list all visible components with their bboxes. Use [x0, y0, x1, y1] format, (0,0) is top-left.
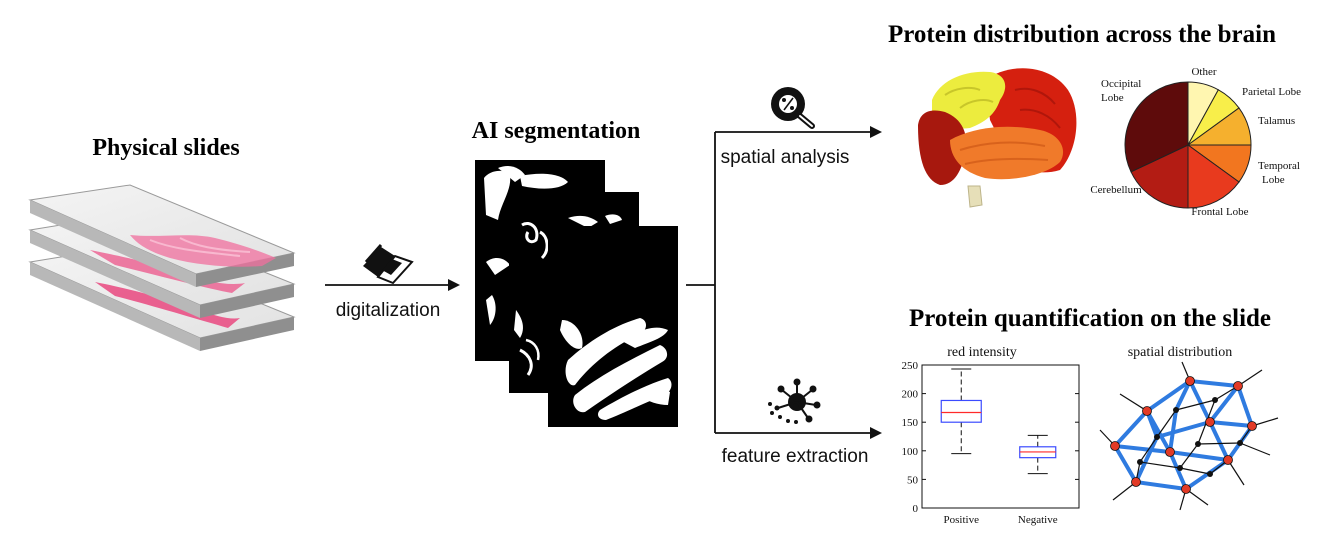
pie-label-temporal-line1: Temporal [1258, 160, 1300, 172]
network-node [1181, 484, 1191, 494]
network-edge [1113, 444, 1138, 484]
scanner-icon [363, 244, 414, 285]
boxplot-title: red intensity [947, 345, 1017, 360]
pie-label-other: Other [1191, 66, 1216, 78]
network-node-icon [768, 378, 821, 424]
pie-slice-cerebellum [1130, 144, 1189, 209]
network-junction [1195, 441, 1201, 447]
pie-label-occipital-line1: Occipital [1101, 78, 1141, 90]
y-tick-label: 50 [907, 474, 919, 486]
pie-label-occipital-line2: Lobe [1101, 92, 1124, 104]
network-node [1165, 447, 1175, 457]
network-edge [1236, 384, 1254, 428]
network-edge [1145, 379, 1192, 413]
network-node [1185, 376, 1195, 386]
glass-slide [28, 184, 296, 287]
network-link [1197, 442, 1241, 445]
y-tick-label: 0 [913, 503, 919, 515]
network-node [1142, 406, 1152, 416]
pie-slice-occipital-lobe [1124, 81, 1189, 173]
network-edge [1145, 409, 1172, 454]
branch-connector [686, 132, 716, 433]
network-edge [1134, 480, 1188, 491]
box-plot: 0 50 100 150 200 250 Positive Negative [902, 360, 1080, 526]
network-node [1223, 455, 1233, 465]
network-link [1179, 443, 1199, 469]
y-tick-label: 200 [902, 389, 919, 401]
spatial-distribution-network [1099, 361, 1279, 511]
x-tick-label: Negative [1018, 514, 1058, 526]
pie-label-parietal: Parietal Lobe [1242, 86, 1301, 98]
network-node [1247, 421, 1257, 431]
slide-quantification-title: Protein quantification on the slide [909, 305, 1271, 332]
network-link [1175, 399, 1216, 411]
box-negative [1019, 434, 1057, 475]
network-link [1239, 442, 1271, 456]
network-junction [1154, 434, 1160, 440]
pie-label-occipital: Occipital Lobe [1101, 78, 1144, 104]
network-edge [1188, 379, 1212, 424]
magnifier-percent-icon [771, 87, 815, 129]
network-junction [1173, 407, 1179, 413]
pie-label-cerebellum: Cerebellum [1090, 184, 1142, 196]
feature-extraction-label: feature extraction [722, 446, 869, 467]
network-junction [1212, 397, 1218, 403]
pie-label-frontal: Frontal Lobe [1191, 206, 1248, 218]
segmentation-masks [475, 160, 678, 427]
brain-distribution-title: Protein distribution across the brain [888, 21, 1276, 48]
network-edge [1174, 379, 1192, 412]
network-node [1233, 381, 1243, 391]
pie-label-talamus: Talamus [1258, 115, 1295, 127]
physical-slides-title: Physical slides [92, 135, 239, 161]
network-edge [1208, 420, 1254, 428]
digitalization-label: digitalization [336, 300, 441, 321]
network-edge [1168, 450, 1188, 491]
network-edge [1113, 444, 1172, 454]
pie-labels: Other Parietal Lobe Talamus Temporal Lob… [1090, 66, 1303, 218]
network-edge [1188, 379, 1240, 388]
box-positive [940, 368, 982, 455]
box-iqr [940, 399, 982, 423]
ai-segmentation-title: AI segmentation [472, 118, 641, 144]
spatial-analysis-label: spatial analysis [721, 147, 850, 168]
network-node [1205, 417, 1215, 427]
network-link [1139, 436, 1158, 463]
network-link [1139, 461, 1181, 469]
network-junction [1177, 465, 1183, 471]
network-node [1131, 477, 1141, 487]
network-edge [1155, 420, 1212, 439]
network-link [1179, 467, 1211, 475]
network-edge [1134, 435, 1159, 484]
physical-slides-illustration [28, 184, 296, 351]
x-tick-label: Positive [944, 514, 980, 526]
network-link [1119, 393, 1148, 412]
network-junction [1137, 459, 1143, 465]
pie-label-temporal: Temporal Lobe [1258, 160, 1303, 186]
network-title: spatial distribution [1128, 345, 1233, 360]
network-node [1110, 441, 1120, 451]
box-plot-frame [921, 364, 1080, 509]
network-edge [1208, 420, 1230, 462]
pie-slice-frontal-lobe [1187, 144, 1240, 209]
brain-illustration [918, 68, 1077, 208]
pie-label-temporal-line2: Lobe [1262, 174, 1285, 186]
network-link [1227, 459, 1245, 486]
network-edge [1113, 409, 1149, 448]
network-junction [1207, 471, 1213, 477]
y-tick-label: 100 [902, 446, 919, 458]
y-tick-label: 250 [902, 360, 919, 372]
y-tick-label: 150 [902, 417, 919, 429]
network-edge [1208, 384, 1240, 424]
network-junction [1237, 440, 1243, 446]
brain-pie-chart [1124, 81, 1252, 209]
network-edge [1168, 450, 1230, 462]
network-link [1156, 409, 1177, 438]
